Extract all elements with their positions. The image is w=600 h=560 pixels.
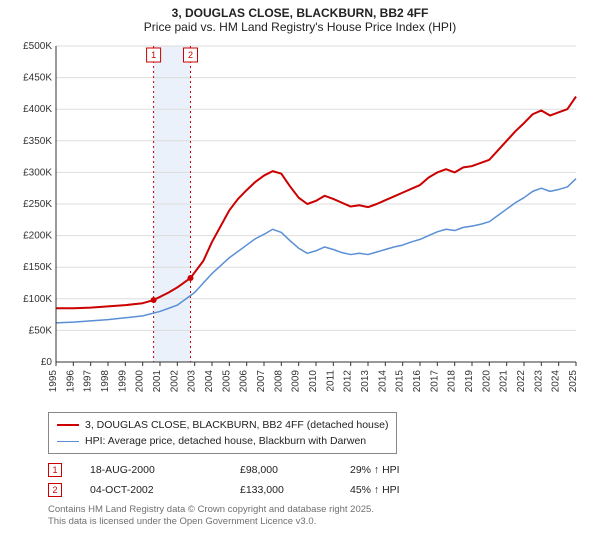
title-line1: 3, DOUGLAS CLOSE, BLACKBURN, BB2 4FF [0,6,600,20]
svg-text:2009: 2009 [291,370,302,393]
event-delta-2: 45% ↑ HPI [350,484,400,496]
svg-text:2023: 2023 [533,370,544,393]
chart-container: 3, DOUGLAS CLOSE, BLACKBURN, BB2 4FF Pri… [0,0,600,560]
title-line2: Price paid vs. HM Land Registry's House … [0,20,600,34]
svg-text:2012: 2012 [343,370,354,393]
legend-label-0: 3, DOUGLAS CLOSE, BLACKBURN, BB2 4FF (de… [85,419,388,431]
chart-svg: £0 £50K £100K £150K £200K £250K £300K £350K £400… [12,42,588,402]
svg-text:2010: 2010 [308,370,319,393]
legend-swatch-0 [57,424,79,426]
event-marker-1: 1 [48,463,62,477]
svg-text:2013: 2013 [360,370,371,393]
svg-text:£200K: £200K [23,231,52,242]
event-date-2: 04-OCT-2002 [90,484,240,496]
svg-text:2025: 2025 [568,370,579,393]
footer: Contains HM Land Registry data © Crown c… [48,504,374,529]
svg-text:2003: 2003 [187,370,198,393]
svg-text:1999: 1999 [117,370,128,393]
svg-text:£450K: £450K [23,73,52,84]
legend-label-1: HPI: Average price, detached house, Blac… [85,435,366,447]
svg-text:2022: 2022 [516,370,527,393]
svg-text:£100K: £100K [23,294,52,305]
svg-text:2004: 2004 [204,370,215,393]
legend-swatch-1 [57,441,79,442]
svg-text:2001: 2001 [152,370,163,393]
svg-text:£250K: £250K [23,199,52,210]
legend-item-hpi: HPI: Average price, detached house, Blac… [57,433,388,449]
svg-text:2015: 2015 [395,370,406,393]
svg-text:£0: £0 [41,357,53,368]
title-block: 3, DOUGLAS CLOSE, BLACKBURN, BB2 4FF Pri… [0,0,600,34]
event-price-2: £133,000 [240,484,350,496]
svg-text:2020: 2020 [481,370,492,393]
svg-text:2011: 2011 [325,370,336,392]
svg-text:2021: 2021 [499,370,510,393]
svg-text:1996: 1996 [65,370,76,393]
svg-text:2014: 2014 [377,370,388,393]
event-row-2: 2 04-OCT-2002 £133,000 45% ↑ HPI [48,480,400,500]
event-price-1: £98,000 [240,464,350,476]
svg-text:2: 2 [188,50,193,60]
chart-area: £0 £50K £100K £150K £200K £250K £300K £350K £400… [12,42,588,402]
svg-text:2005: 2005 [221,370,232,393]
svg-text:£150K: £150K [23,262,52,273]
footer-line1: Contains HM Land Registry data © Crown c… [48,504,374,516]
svg-text:2016: 2016 [412,370,423,393]
svg-text:£400K: £400K [23,104,52,115]
svg-text:2006: 2006 [239,370,250,393]
svg-text:£350K: £350K [23,136,52,147]
event-row-1: 1 18-AUG-2000 £98,000 29% ↑ HPI [48,460,400,480]
svg-text:£50K: £50K [29,325,53,336]
svg-text:2019: 2019 [464,370,475,393]
svg-text:£500K: £500K [23,42,52,52]
svg-text:2017: 2017 [429,370,440,393]
svg-text:1: 1 [151,50,156,60]
svg-text:2008: 2008 [273,370,284,393]
svg-text:2024: 2024 [551,370,562,393]
event-delta-1: 29% ↑ HPI [350,464,400,476]
event-date-1: 18-AUG-2000 [90,464,240,476]
svg-text:2002: 2002 [169,370,180,393]
svg-text:£300K: £300K [23,167,52,178]
svg-text:2018: 2018 [447,370,458,393]
svg-text:2007: 2007 [256,370,267,393]
events-table: 1 18-AUG-2000 £98,000 29% ↑ HPI 2 04-OCT… [48,460,400,500]
event-marker-2: 2 [48,483,62,497]
svg-text:2000: 2000 [135,370,146,393]
legend: 3, DOUGLAS CLOSE, BLACKBURN, BB2 4FF (de… [48,412,397,454]
svg-text:1995: 1995 [48,370,59,393]
svg-text:1998: 1998 [100,370,111,393]
legend-item-price-paid: 3, DOUGLAS CLOSE, BLACKBURN, BB2 4FF (de… [57,417,388,433]
svg-text:1997: 1997 [83,370,94,393]
footer-line2: This data is licensed under the Open Gov… [48,516,374,528]
